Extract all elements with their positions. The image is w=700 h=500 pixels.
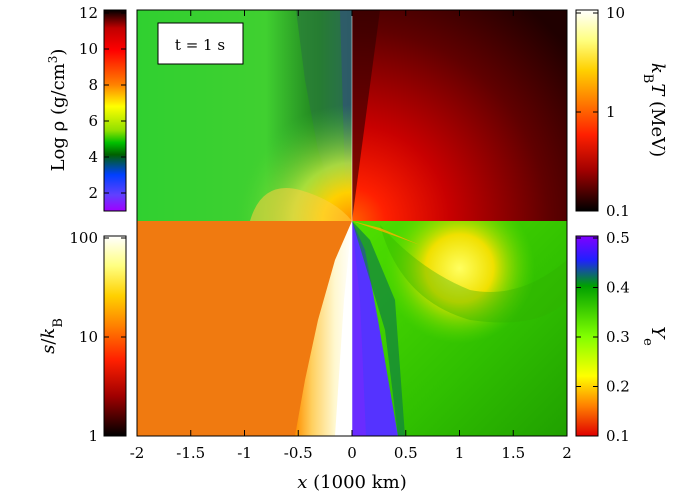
x-axis-label: x (1000 km) [297,472,406,493]
entropy-colorbar [103,235,127,437]
plot-area [137,10,567,436]
x-tick-label: -1.5 [176,444,205,462]
entropy-label-slash: / [38,338,59,345]
x-tick-label: 1 [455,444,465,462]
time-annotation: t = 1 s [157,22,244,65]
density_bar-tick-label: 4 [88,148,98,166]
density_bar-tick-label: 8 [88,76,98,94]
temperature-panel [352,10,567,221]
temp-label-k: k [647,63,668,74]
density-label-unit: (g/cm [48,63,69,120]
entropy-label-sub: B [51,318,66,328]
density-label-exp: 3 [46,56,60,64]
entropy-colorbar-label: s/kB [38,318,66,354]
entropy_bar-tick-label: 1 [88,427,98,445]
x-tick-label: 0 [347,444,357,462]
density_bar-tick-label: 2 [88,184,98,202]
temp-label-unit: (MeV) [647,95,668,157]
ye-colorbar-label: Ye [641,326,669,346]
ye_bar-tick-label: 0.2 [606,378,630,396]
density-colorbar-ticks: 12 10 8 6 4 2 [79,4,126,202]
temperature-colorbar-ticks: 10 1 0.1 [576,4,630,220]
x-tick-label: 2 [562,444,572,462]
density-label-log: Log [48,131,69,171]
ye-label-Y: Y [647,326,668,340]
ye_bar-tick-label: 0.5 [606,229,630,247]
x-tick-label: 1.5 [501,444,525,462]
density_bar-tick-label: 6 [88,112,98,130]
x-axis-label-unit: (1000 km) [307,472,406,493]
x-tick-label: 0.5 [394,444,418,462]
x-tick-label: -1 [237,444,252,462]
temperature_bar-tick-label: 0.1 [606,202,630,220]
x-tick-label: -0.5 [284,444,313,462]
temperature-colorbar-label: kBT (MeV) [641,63,669,157]
entropy_bar-tick-label: 100 [69,229,98,247]
ye-colorbar [575,235,599,437]
entropy-panel [137,221,352,436]
x-tick-label: -2 [130,444,145,462]
ye-colorbar-ticks: 0.5 0.4 0.3 0.2 0.1 [576,229,630,445]
density_bar-tick-label: 12 [79,4,98,22]
entropy-colorbar-ticks: 100 10 1 [69,229,126,445]
ye_bar-tick-label: 0.1 [606,427,630,445]
entropy-label-k: k [38,328,59,339]
ye_bar-tick-label: 0.3 [606,328,630,346]
x-axis: -2 -1.5 -1 -0.5 0 0.5 1 1.5 2 [130,10,572,462]
density-colorbar [103,9,127,212]
temperature_bar-tick-label: 10 [606,4,625,22]
ye-panel [352,221,567,436]
density-panel [137,10,352,221]
x-axis-label-var: x [297,472,307,493]
density_bar-tick-label: 10 [79,40,98,58]
entropy_bar-tick-label: 10 [79,328,98,346]
time-annotation-text: t = 1 s [175,36,225,54]
entropy-label-s: s [38,345,59,354]
temperature_bar-tick-label: 1 [606,103,616,121]
temperature-colorbar [575,9,599,212]
ye_bar-tick-label: 0.4 [606,279,630,297]
temp-label-sub: B [641,74,656,84]
temp-label-T: T [647,83,668,97]
ye-label-sub: e [641,338,656,346]
density-colorbar-label: Log ρ (g/cm3) [46,49,69,172]
density-label-rho: ρ [48,121,69,132]
density-label-close: ) [48,49,69,56]
